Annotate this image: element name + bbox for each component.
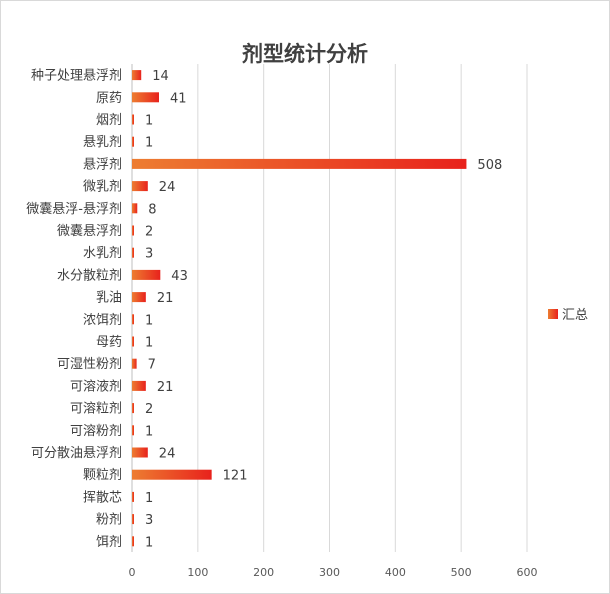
bar xyxy=(132,491,134,502)
category-label: 可溶粉剂 xyxy=(70,424,122,439)
bar xyxy=(132,92,159,103)
data-label: 1 xyxy=(145,535,153,550)
bar xyxy=(132,403,134,414)
bar xyxy=(132,469,212,480)
bar xyxy=(132,380,146,391)
bar xyxy=(132,292,146,303)
data-label: 1 xyxy=(145,424,153,439)
data-label: 2 xyxy=(145,402,153,417)
x-tick-label: 0 xyxy=(129,566,136,579)
bar xyxy=(132,314,134,325)
x-tick-label: 600 xyxy=(517,566,538,579)
data-label: 3 xyxy=(145,513,153,528)
category-label: 烟剂 xyxy=(96,113,122,128)
category-label: 饵剂 xyxy=(96,535,122,550)
chart-title: 剂型统计分析 xyxy=(242,42,368,66)
bar xyxy=(132,158,467,169)
bar xyxy=(132,203,138,214)
data-label: 1 xyxy=(145,313,153,328)
legend-label: 汇总 xyxy=(562,308,589,323)
bar xyxy=(132,181,148,192)
data-label: 24 xyxy=(159,447,176,462)
category-label: 可溶粒剂 xyxy=(70,402,122,417)
bar xyxy=(132,514,134,525)
category-label: 乳油 xyxy=(96,291,122,306)
bar xyxy=(132,358,137,369)
bar xyxy=(132,225,134,236)
category-label: 原药 xyxy=(96,91,122,106)
category-label: 浓饵剂 xyxy=(83,313,122,328)
legend: 汇总 xyxy=(548,304,588,323)
data-label: 3 xyxy=(145,247,153,262)
bars xyxy=(132,70,467,547)
bar xyxy=(132,336,134,347)
category-label: 挥散芯 xyxy=(83,490,122,505)
bar xyxy=(132,536,134,547)
bar xyxy=(132,425,134,436)
data-label: 2 xyxy=(145,225,153,240)
x-tick-label: 200 xyxy=(253,566,274,579)
category-label: 种子处理悬浮剂 xyxy=(31,69,122,84)
category-label: 悬乳剂 xyxy=(83,135,122,150)
legend-swatch xyxy=(548,308,558,319)
category-label: 粉剂 xyxy=(96,513,122,528)
data-label: 41 xyxy=(170,91,187,106)
category-label: 微乳剂 xyxy=(83,180,122,195)
data-label: 8 xyxy=(148,202,156,217)
data-label: 43 xyxy=(171,269,188,284)
data-label: 14 xyxy=(152,69,169,84)
x-tick-label: 100 xyxy=(187,566,208,579)
x-tick-label: 500 xyxy=(451,566,472,579)
data-label: 121 xyxy=(223,469,248,484)
data-label: 1 xyxy=(145,136,153,151)
x-tick-label: 400 xyxy=(385,566,406,579)
data-label: 1 xyxy=(145,336,153,351)
category-label: 悬浮剂 xyxy=(83,157,122,172)
category-label: 可湿性粉剂 xyxy=(57,357,122,372)
data-label: 21 xyxy=(157,380,174,395)
category-label: 微囊悬浮-悬浮剂 xyxy=(26,201,122,217)
bar xyxy=(132,447,148,458)
category-label: 颗粒剂 xyxy=(83,468,122,483)
category-label: 水分散粒剂 xyxy=(57,268,122,283)
x-tick-label: 300 xyxy=(319,566,340,579)
category-label: 微囊悬浮剂 xyxy=(57,223,122,239)
data-label: 1 xyxy=(145,114,153,129)
bar xyxy=(132,136,134,147)
bar xyxy=(132,114,134,125)
data-label: 21 xyxy=(157,291,174,306)
category-label: 水乳剂 xyxy=(83,246,122,261)
bar xyxy=(132,269,161,280)
category-label: 母药 xyxy=(96,335,122,350)
data-label: 7 xyxy=(148,358,156,373)
category-label: 可分散油悬浮剂 xyxy=(31,446,122,461)
data-label: 1 xyxy=(145,491,153,506)
data-label: 508 xyxy=(477,158,502,173)
data-label: 24 xyxy=(159,180,176,195)
labels: 0 100 200 300 400 500 600 种子处理悬浮剂 14 原药 41 烟剂 1 悬乳剂 1 悬… xyxy=(26,69,537,579)
category-label: 可溶液剂 xyxy=(70,379,122,394)
bar xyxy=(132,70,142,81)
bar xyxy=(132,247,134,258)
